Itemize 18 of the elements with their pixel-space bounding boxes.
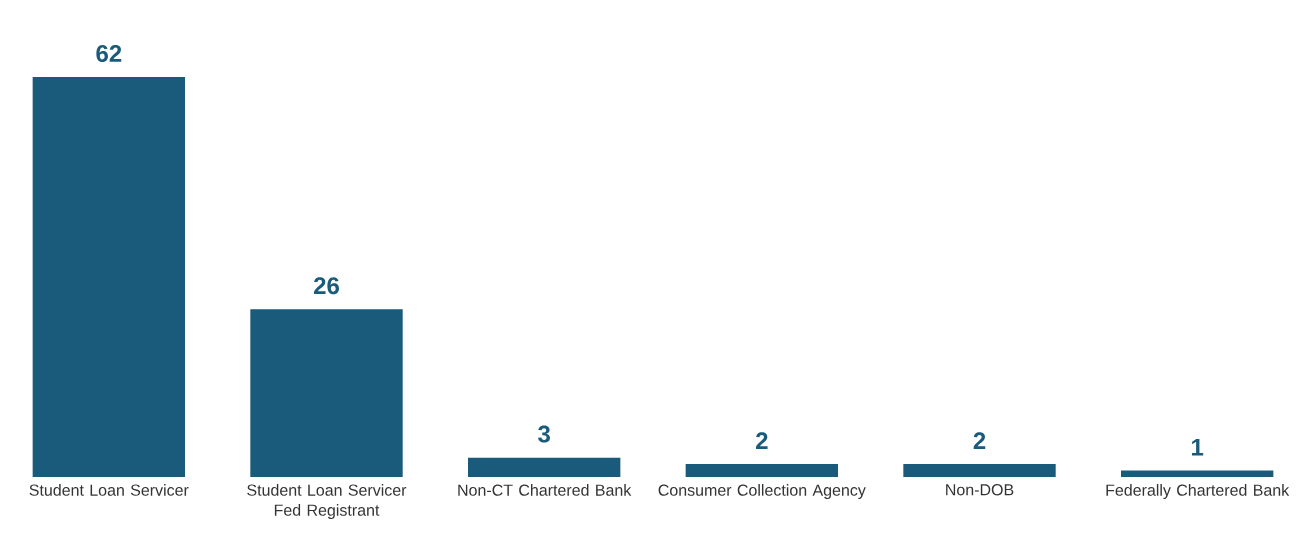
data-label: 3 xyxy=(538,425,550,443)
bar xyxy=(250,309,403,477)
x-tick-label: Student Loan Servicer xyxy=(29,484,189,496)
x-tick-label: Federally Chartered Bank xyxy=(1106,484,1290,499)
data-label: 62 xyxy=(96,44,122,62)
bar xyxy=(467,457,621,477)
data-label: 2 xyxy=(973,432,986,450)
bar xyxy=(32,77,186,477)
bar xyxy=(685,464,839,477)
x-tick-label: Consumer Collection Agency xyxy=(658,484,866,499)
bar xyxy=(903,464,1056,477)
data-label: 2 xyxy=(756,432,768,450)
data-label: 1 xyxy=(1192,438,1204,456)
bar xyxy=(1121,470,1274,477)
x-tick-label: Non-DOB xyxy=(946,484,1014,496)
x-tick-label: Student Loan Servicer Fed Registrant xyxy=(247,484,407,519)
x-tick-label: Non-CT Chartered Bank xyxy=(458,484,632,496)
data-label: 26 xyxy=(314,277,339,295)
